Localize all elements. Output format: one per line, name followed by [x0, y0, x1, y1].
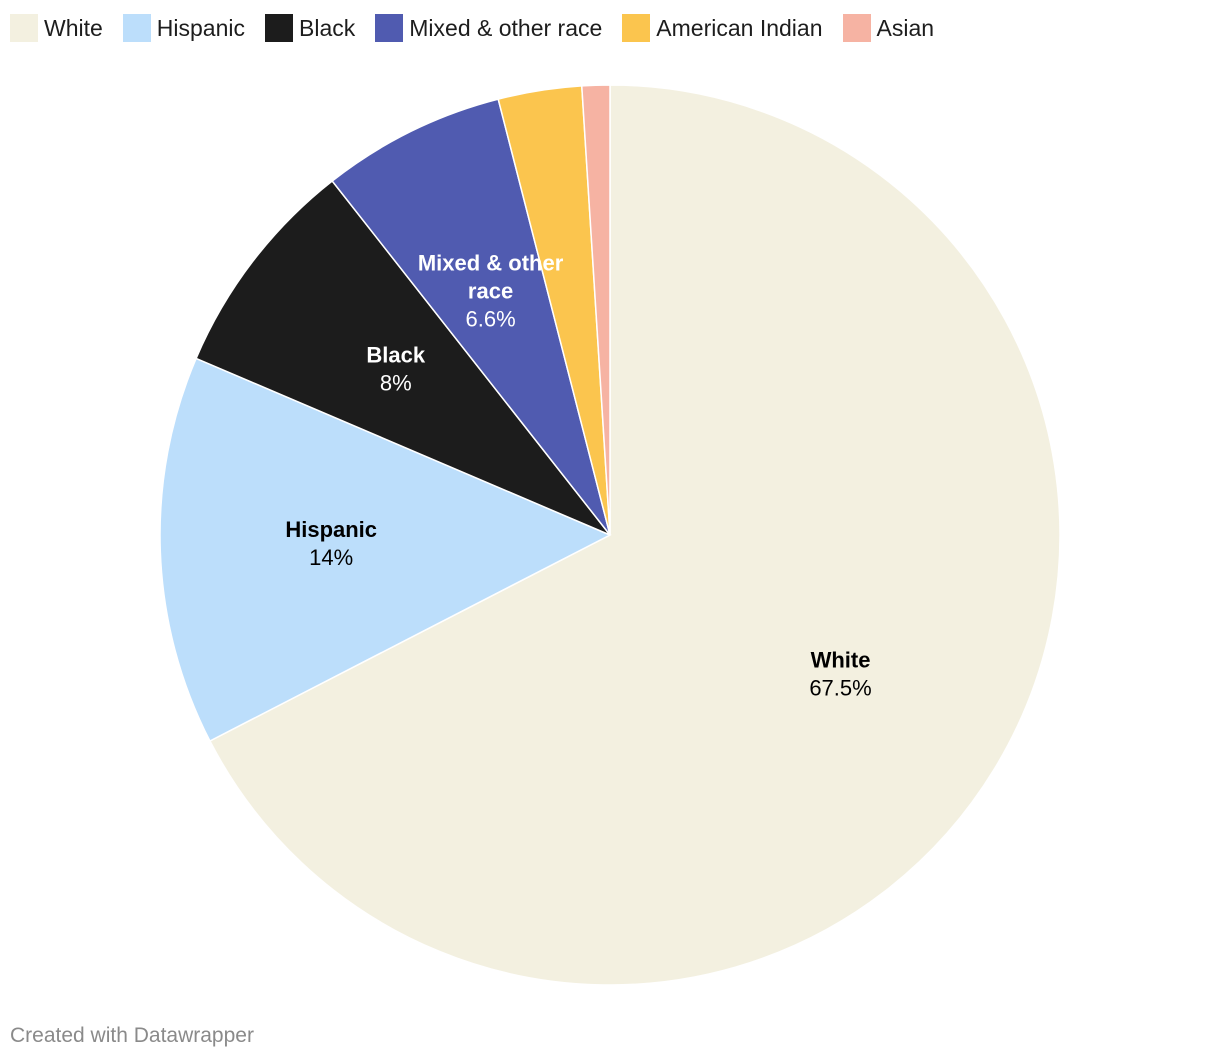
legend-label-hispanic: Hispanic: [156, 14, 246, 41]
slice-label-value: 14%: [309, 545, 353, 570]
slice-label-hispanic: Hispanic 14%: [285, 517, 377, 570]
pie-slice-white: [208, 84, 1061, 986]
datawrapper-credit: Created with Datawrapper: [10, 1024, 254, 1047]
legend-item-white: White: [10, 14, 103, 42]
legend-item-american-indian: American Indian: [622, 14, 823, 42]
slice-label-name: Mixed & other: [418, 251, 564, 276]
legend-item-black: Black: [265, 14, 355, 42]
legend-swatch-asian: [842, 14, 871, 42]
slice-label-value: 8%: [380, 370, 412, 395]
legend-item-hispanic: Hispanic: [122, 14, 246, 42]
pie-slice-asian: [580, 84, 611, 536]
legend-swatch-mixed: [375, 14, 404, 42]
slice-label-mixed-other-race: Mixed & other race 6.6%: [418, 251, 564, 332]
pie-slice-mixed-other-race: [331, 98, 611, 536]
pie-labels: White 67.5% Hispanic 14% Black 8% Mixed & othe…: [285, 251, 871, 701]
legend-label-mixed: Mixed & other race: [409, 14, 603, 41]
legend-label-white: White: [44, 14, 103, 41]
pie-slices: [159, 84, 1061, 986]
slice-label-white: White 67.5%: [809, 647, 871, 700]
slice-label-name: Black: [366, 342, 425, 367]
legend-item-asian: Asian: [842, 14, 935, 42]
slice-label-value: 67.5%: [809, 675, 871, 700]
legend-swatch-black: [265, 14, 294, 42]
legend-label-black: Black: [299, 14, 356, 41]
pie-slice-black: [195, 179, 611, 536]
slice-label-name: White: [811, 647, 871, 672]
pie-slice-hispanic: [159, 357, 612, 743]
chart-legend: White Hispanic Black Mixed & other race …: [10, 12, 954, 44]
legend-swatch-hispanic: [122, 14, 151, 42]
legend-swatch-american-indian: [622, 14, 651, 42]
legend-item-mixed: Mixed & other race: [375, 14, 602, 42]
slice-label-name: race: [468, 279, 513, 304]
slice-label-black: Black 8%: [366, 342, 425, 395]
slice-label-name: Hispanic: [285, 517, 377, 542]
legend-label-asian: Asian: [876, 14, 935, 41]
legend-swatch-white: [10, 14, 38, 42]
legend-label-american-indian: American Indian: [656, 14, 823, 41]
slice-label-value: 6.6%: [465, 307, 515, 332]
